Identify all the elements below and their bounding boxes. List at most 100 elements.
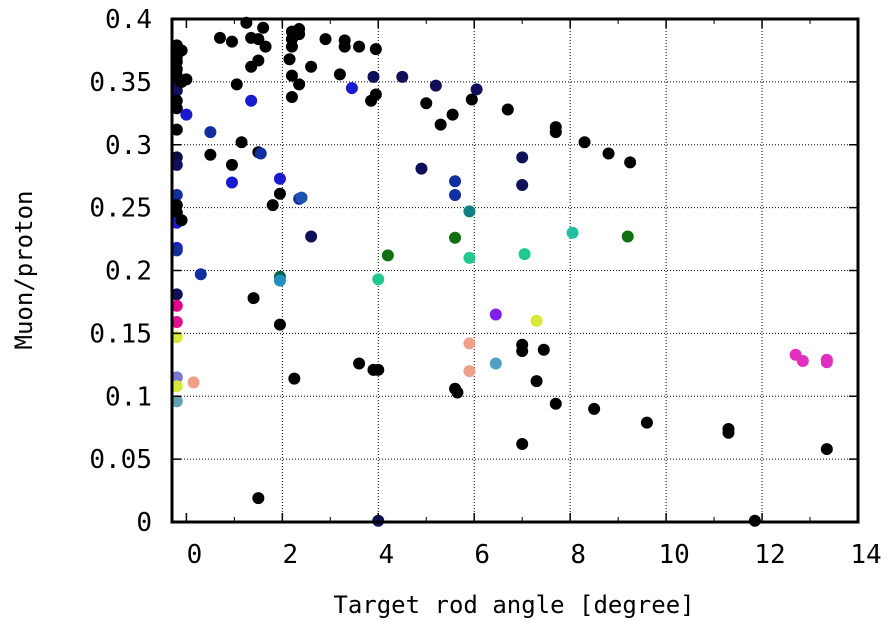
- data-point: [489, 357, 502, 370]
- data-point: [796, 355, 809, 368]
- x-axis-title: Target rod angle [degree]: [333, 591, 694, 619]
- data-point: [578, 136, 591, 149]
- y-tick-label: 0.25: [89, 194, 152, 224]
- data-point: [640, 416, 653, 429]
- data-point: [252, 33, 265, 46]
- data-point: [273, 274, 286, 287]
- data-point: [333, 68, 346, 81]
- data-point: [305, 230, 318, 243]
- data-point: [225, 176, 238, 189]
- x-tick-label: 4: [378, 540, 394, 570]
- data-point: [204, 126, 217, 139]
- data-point: [230, 78, 243, 91]
- data-point: [175, 214, 188, 227]
- data-point: [530, 375, 543, 388]
- data-point: [566, 226, 579, 239]
- data-point: [170, 316, 183, 329]
- data-point: [820, 356, 833, 369]
- y-tick-label: 0.35: [89, 68, 152, 98]
- data-point: [434, 118, 447, 131]
- data-point: [235, 136, 248, 149]
- data-point: [518, 248, 531, 261]
- data-point: [170, 288, 183, 301]
- data-point: [252, 54, 265, 67]
- data-point: [624, 156, 637, 169]
- y-tick-label: 0.3: [105, 131, 152, 161]
- data-point: [293, 78, 306, 91]
- data-point: [285, 40, 298, 53]
- data-point: [369, 88, 382, 101]
- data-point: [225, 158, 238, 171]
- data-point: [295, 191, 308, 204]
- data-point: [319, 33, 332, 46]
- y-tick-label: 0: [136, 508, 152, 538]
- data-point: [429, 79, 442, 92]
- data-point: [501, 103, 514, 116]
- data-point: [345, 82, 358, 95]
- data-point: [722, 426, 735, 439]
- data-point: [252, 492, 265, 505]
- data-point: [602, 147, 615, 160]
- data-point: [549, 126, 562, 139]
- data-point: [170, 371, 183, 384]
- data-point: [293, 28, 306, 41]
- data-point: [449, 231, 462, 244]
- data-point: [372, 363, 385, 376]
- axis-ticks: [172, 18, 859, 523]
- data-point: [463, 205, 476, 218]
- data-point: [170, 380, 183, 393]
- x-tick-label: 0: [187, 540, 203, 570]
- data-point: [204, 148, 217, 161]
- x-tick-label: 6: [474, 540, 490, 570]
- data-point: [516, 178, 529, 191]
- data-point: [170, 299, 183, 312]
- data-point: [254, 147, 267, 160]
- x-tick-label: 2: [283, 540, 299, 570]
- data-point: [273, 187, 286, 200]
- data-point: [489, 308, 502, 321]
- data-point: [549, 397, 562, 410]
- data-point: [372, 273, 385, 286]
- data-point: [170, 395, 183, 408]
- data-point: [273, 172, 286, 185]
- data-point: [245, 94, 258, 107]
- x-tick-label: 8: [570, 540, 586, 570]
- data-point: [213, 31, 226, 44]
- data-point: [516, 151, 529, 164]
- data-point: [516, 344, 529, 357]
- data-point: [288, 372, 301, 385]
- data-point: [449, 175, 462, 188]
- data-point: [180, 108, 193, 121]
- x-tick-label: 12: [754, 540, 785, 570]
- y-tick-label: 0.05: [89, 445, 152, 475]
- grid-lines: [172, 19, 858, 522]
- data-point: [396, 70, 409, 83]
- data-point: [285, 90, 298, 103]
- data-point: [273, 318, 286, 331]
- data-point: [820, 443, 833, 456]
- data-point: [451, 386, 464, 399]
- data-point: [259, 40, 272, 53]
- y-tick-label: 0.4: [105, 5, 152, 35]
- y-tick-label: 0.2: [105, 257, 152, 287]
- data-point: [367, 70, 380, 83]
- data-point: [170, 84, 183, 97]
- data-point: [530, 314, 543, 327]
- data-point: [170, 158, 183, 171]
- y-tick-label: 0.1: [105, 382, 152, 412]
- data-point: [247, 292, 260, 305]
- data-point: [170, 331, 183, 344]
- data-point: [516, 438, 529, 451]
- y-axis-title: Muon/proton: [10, 191, 38, 350]
- data-point: [621, 230, 634, 243]
- data-point: [285, 69, 298, 82]
- data-point: [338, 40, 351, 53]
- data-point: [465, 93, 478, 106]
- x-tick-label: 10: [658, 540, 689, 570]
- data-point: [266, 199, 279, 212]
- data-points: [170, 16, 833, 527]
- data-point: [257, 21, 270, 34]
- data-point: [463, 337, 476, 350]
- data-point: [449, 189, 462, 202]
